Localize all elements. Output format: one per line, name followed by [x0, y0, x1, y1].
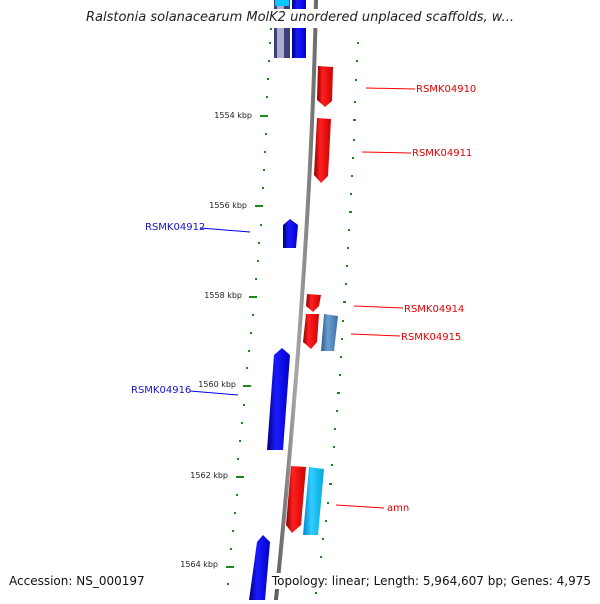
gene-label-rsmk04912[interactable]: RSMK04912	[145, 222, 205, 233]
gene-label-rsmk04916[interactable]: RSMK04916	[131, 385, 191, 396]
gene-amn[interactable]	[286, 466, 306, 533]
axis-label-1554: 1554 kbp	[214, 111, 252, 120]
gene-label-rsmk04915[interactable]: RSMK04915	[401, 332, 461, 343]
inner-guide-dots	[227, 28, 272, 585]
outer-guide-dots	[315, 42, 359, 594]
axis-label-1560: 1560 kbp	[198, 380, 236, 389]
genome-backbone	[274, 0, 318, 600]
accession-text: Accession: NS_000197	[9, 573, 145, 589]
gene-rsmk04916[interactable]	[267, 348, 290, 450]
axis-label-1564: 1564 kbp	[180, 560, 218, 569]
gene-label-amn[interactable]: amn	[387, 503, 409, 514]
gene-bottom-blue[interactable]	[249, 535, 270, 600]
leader-rsmk04910	[365, 87, 416, 90]
axis-label-1562: 1562 kbp	[190, 471, 228, 480]
genes-count-text: Genes: 4,975	[510, 574, 591, 588]
gene-rsmk04915[interactable]	[303, 314, 319, 349]
gene-rsmk04910[interactable]	[317, 66, 333, 107]
topology-text: Topology: linear;	[271, 574, 370, 588]
gene-label-rsmk04911[interactable]: RSMK04911	[412, 148, 472, 159]
gene-top-cyan[interactable]	[275, 0, 289, 6]
leader-rsmk04911	[361, 151, 412, 154]
map-title: Ralstonia solanacearum MolK2 unordered u…	[0, 9, 600, 28]
leader-amn	[335, 504, 385, 509]
leader-rsmk04916	[189, 390, 239, 396]
axis-label-1556: 1556 kbp	[209, 201, 247, 210]
genome-summary: Topology: linear; Length: 5,964,607 bp; …	[271, 573, 591, 589]
gene-rsmk04914[interactable]	[306, 294, 321, 312]
gene-rsmk04915-feature[interactable]	[321, 314, 338, 351]
leader-rsmk04915	[350, 333, 401, 337]
leader-rsmk04914	[353, 305, 404, 309]
gene-label-rsmk04910[interactable]: RSMK04910	[416, 84, 476, 95]
length-text: Length: 5,964,607 bp;	[373, 574, 508, 588]
gene-rsmk04911[interactable]	[314, 118, 331, 183]
gene-amn-rna[interactable]	[303, 467, 324, 535]
gene-rsmk04912[interactable]	[283, 219, 298, 248]
major-ticks	[226, 115, 268, 568]
axis-label-1558: 1558 kbp	[204, 291, 242, 300]
leader-rsmk04912	[199, 227, 251, 233]
gene-label-rsmk04914[interactable]: RSMK04914	[404, 304, 464, 315]
